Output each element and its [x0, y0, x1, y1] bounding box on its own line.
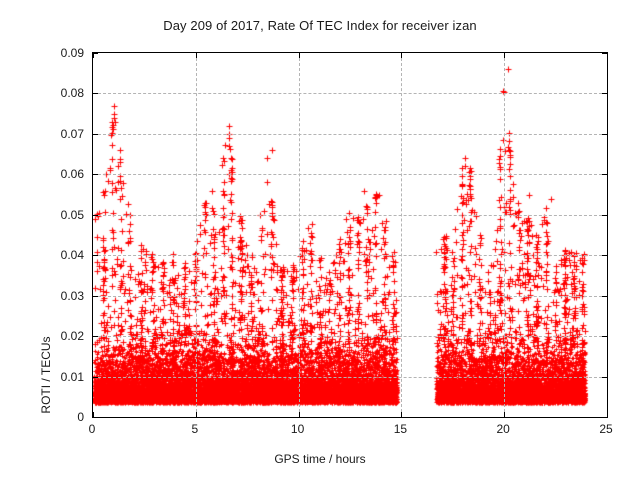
- x-tick-bottom: [298, 412, 300, 417]
- y-tick-left: [93, 295, 98, 297]
- scatter-plot-canvas: [93, 53, 607, 417]
- y-axis-title: ROTI / TECUs: [39, 336, 53, 414]
- x-tick-top: [298, 53, 300, 58]
- x-tick-label: 20: [496, 422, 510, 436]
- plot-area: [92, 52, 608, 418]
- gridline-horizontal: [93, 336, 607, 338]
- y-tick-right: [602, 214, 607, 216]
- y-tick-right: [602, 174, 607, 176]
- x-tick-bottom: [504, 412, 506, 417]
- y-tick-label: 0.07: [60, 126, 84, 141]
- gridline-horizontal: [93, 295, 607, 297]
- gridline-vertical: [195, 53, 197, 417]
- x-tick-top: [93, 53, 94, 58]
- y-tick-right: [602, 376, 607, 378]
- x-tick-label: 10: [290, 422, 305, 436]
- gridline-horizontal: [93, 255, 607, 257]
- y-tick-left: [93, 133, 98, 135]
- y-tick-left: [93, 174, 98, 176]
- chart-title: Day 209 of 2017, Rate Of TEC Index for r…: [163, 18, 477, 33]
- y-tick-left: [93, 376, 98, 378]
- y-tick-label: 0.06: [60, 167, 84, 182]
- x-tick-top: [504, 53, 506, 58]
- gridline-vertical: [298, 53, 300, 417]
- y-tick-left: [93, 255, 98, 257]
- y-tick-label: 0.03: [60, 288, 84, 303]
- gridline-horizontal: [93, 214, 607, 216]
- y-tick-left: [93, 336, 98, 338]
- y-tick-right: [602, 93, 607, 95]
- y-tick-label: 0.04: [60, 248, 84, 263]
- y-axis-tick-labels: 0 0.01 0.02 0.03 0.04 0.05 0.06 0.07 0.08 0.09: [0, 46, 640, 424]
- x-tick-bottom: [195, 412, 197, 417]
- y-tick-label: 0: [77, 410, 84, 424]
- x-tick-bottom: [401, 412, 403, 417]
- y-tick-label: 0.05: [60, 207, 84, 222]
- y-tick-label: 0.08: [60, 86, 84, 101]
- x-tick-top: [401, 53, 403, 58]
- gridline-horizontal: [93, 133, 607, 135]
- x-tick-top: [195, 53, 197, 58]
- gridline-horizontal: [93, 93, 607, 95]
- gridline-vertical: [504, 53, 506, 417]
- y-tick-right: [602, 133, 607, 135]
- x-tick-label: 25: [599, 422, 613, 436]
- x-axis-title: GPS time / hours: [274, 452, 366, 466]
- x-tick-label: 15: [393, 422, 408, 436]
- x-tick-label: 5: [191, 422, 199, 436]
- y-tick-right: [602, 295, 607, 297]
- y-tick-left: [93, 53, 98, 54]
- y-axis-title-wrapper: ROTI / TECUs: [18, 155, 53, 413]
- gridline-vertical: [401, 53, 403, 417]
- y-tick-right: [602, 336, 607, 338]
- x-tick-bottom: [93, 412, 94, 417]
- y-tick-left: [93, 214, 98, 216]
- x-tick-label: 0: [88, 422, 96, 436]
- y-tick-label: 0.02: [60, 329, 84, 344]
- y-tick-right: [602, 255, 607, 257]
- gridline-horizontal: [93, 376, 607, 378]
- y-tick-label: 0.09: [60, 46, 84, 60]
- y-tick-right: [602, 53, 607, 54]
- y-tick-label: 0.01: [60, 369, 84, 384]
- gridline-horizontal: [93, 174, 607, 176]
- y-tick-left: [93, 93, 98, 95]
- x-axis-tick-labels: 0 5 10 15 20 25: [88, 422, 613, 442]
